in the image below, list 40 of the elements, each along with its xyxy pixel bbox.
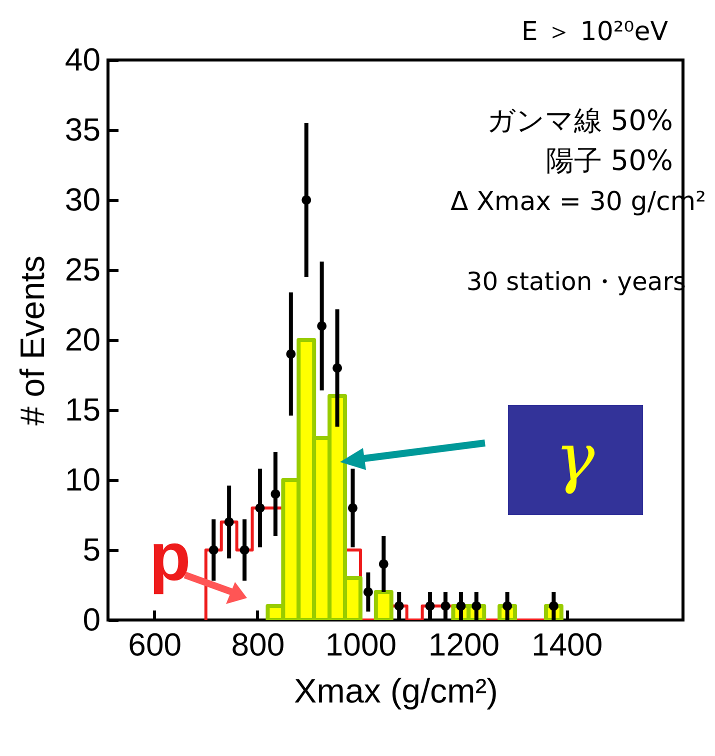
x-tick-label: 600: [128, 626, 182, 662]
point: [348, 503, 358, 513]
series-label: γ: [555, 419, 596, 496]
y-tick-label: 25: [64, 252, 100, 288]
point: [363, 587, 373, 597]
y-axis-title: # of Events: [14, 255, 52, 426]
point: [394, 601, 404, 611]
y-tick-label: 35: [64, 112, 100, 148]
y-tick-label: 30: [64, 182, 100, 218]
y-tick-label: 10: [64, 462, 100, 498]
point: [255, 503, 265, 513]
y-tick-label: 5: [82, 532, 100, 568]
point: [440, 601, 450, 611]
x-tick-label: 1200: [428, 626, 500, 662]
series-label: p: [149, 519, 191, 595]
point: [286, 349, 296, 359]
point: [208, 545, 218, 555]
x-axis-title: Xmax (g/cm²): [294, 672, 498, 710]
point: [456, 601, 466, 611]
x-tick-label: 800: [231, 626, 285, 662]
y-tick-label: 15: [64, 392, 100, 428]
point: [240, 545, 250, 555]
point: [302, 195, 312, 205]
point: [332, 363, 342, 373]
y-tick-label: 40: [64, 42, 100, 78]
point: [472, 601, 482, 611]
point: [270, 489, 280, 499]
x-tick-label: 1400: [531, 626, 603, 662]
point: [502, 601, 512, 611]
y-tick-label: 0: [82, 602, 100, 638]
y-tick-label: 20: [64, 322, 100, 358]
point: [425, 601, 435, 611]
point: [548, 601, 558, 611]
annotation: 陽子 50%: [546, 144, 673, 177]
point: [378, 559, 388, 569]
point: [224, 517, 234, 527]
text: E ＞ 10²⁰eV: [521, 17, 668, 47]
x-tick-label: 1000: [325, 626, 397, 662]
point: [317, 321, 327, 331]
annotation: ガンマ線 50%: [486, 104, 673, 137]
